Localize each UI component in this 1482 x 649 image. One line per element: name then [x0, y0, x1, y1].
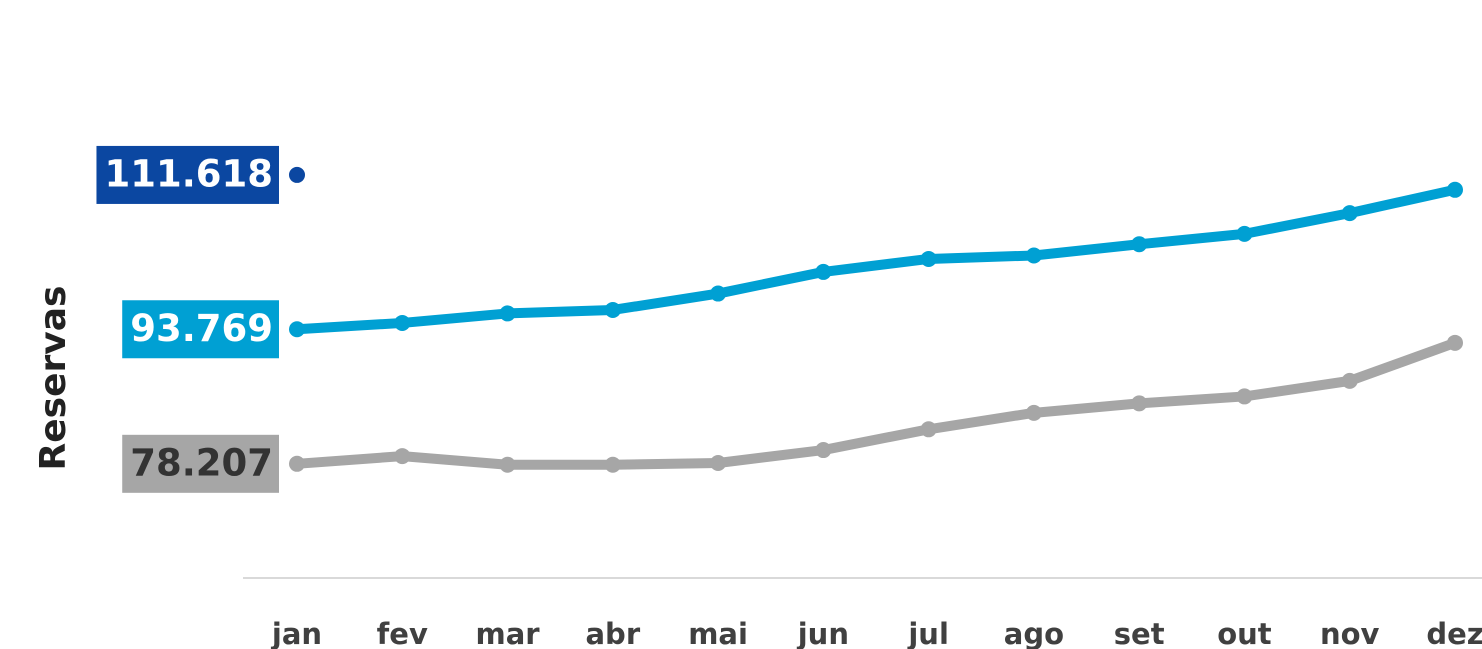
x-tick-label: abr [585, 617, 640, 649]
point [394, 314, 411, 331]
value-label-text: 111.618 [104, 152, 273, 195]
value-label: 93.769 [122, 300, 279, 359]
x-tick-label: jul [907, 617, 949, 649]
y-axis-label: Reservas [33, 286, 74, 471]
value-label-text: 78.207 [130, 441, 273, 484]
line [296, 338, 1457, 470]
x-tick-label: fev [377, 617, 428, 649]
point [1236, 225, 1253, 242]
value-label-box [96, 145, 279, 204]
point [815, 442, 832, 459]
point [289, 166, 305, 183]
point [289, 455, 305, 472]
value-label-box [122, 300, 279, 359]
point [1131, 236, 1148, 253]
x-tick-label: out [1217, 617, 1272, 649]
point [1447, 181, 1463, 198]
x-tick-label: mar [475, 617, 540, 649]
point [710, 455, 727, 472]
point [394, 448, 411, 465]
value-label-box [122, 434, 279, 493]
point [920, 421, 937, 438]
point [499, 456, 516, 473]
x-tick-label: mai [688, 617, 748, 649]
point [815, 263, 832, 280]
x-tick-label: dez [1426, 617, 1482, 649]
point [1025, 247, 1042, 264]
x-tick-label: jun [797, 617, 849, 649]
point [710, 285, 727, 302]
value-label: 111.618 [96, 145, 279, 204]
point [1131, 395, 1148, 412]
point [1341, 372, 1358, 389]
point [604, 456, 621, 473]
point [1236, 388, 1253, 405]
point [920, 250, 937, 267]
point [1447, 334, 1463, 351]
point [289, 321, 305, 338]
x-tick-label: nov [1320, 617, 1380, 649]
x-tick-label: jan [271, 617, 322, 649]
x-tick-label: set [1114, 617, 1165, 649]
line [296, 184, 1457, 335]
point [499, 305, 516, 322]
point [1341, 205, 1358, 222]
x-tick-label: ago [1004, 617, 1064, 649]
point [1025, 404, 1042, 421]
value-label: 78.207 [122, 434, 279, 493]
value-label-text: 93.769 [130, 307, 273, 350]
point [604, 301, 621, 318]
